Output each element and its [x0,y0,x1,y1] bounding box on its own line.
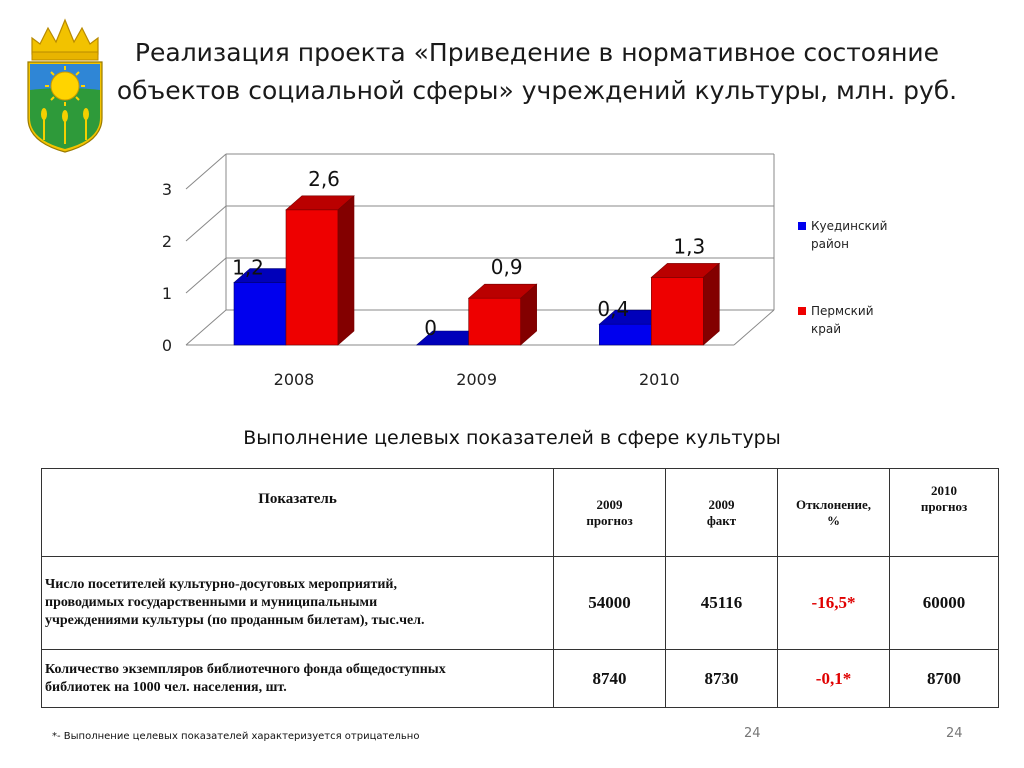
y-tick-label: 2 [162,232,172,251]
bar-front [651,277,704,346]
bar-front [468,297,521,346]
cell-fact-2009: 45116 [665,556,778,650]
x-tick-label: 2008 [274,370,315,389]
y-tick-label: 1 [162,284,172,303]
header-forecast-2009: 2009 прогноз [553,468,666,557]
slide-title: Реализация проекта «Приведение в нормати… [112,34,962,110]
header-indicator: Показатель [41,468,554,557]
bar-side [703,262,720,346]
page-number-right: 24 [946,726,963,741]
page-number-left: 24 [744,726,761,741]
data-label: 0 [424,316,437,340]
legend-swatch [798,307,806,315]
legend-label: край [811,322,841,336]
row-label: Число посетителей культурно-досуговых ме… [41,556,554,650]
bar-front [599,323,652,346]
gridline-side [185,309,227,346]
x-tick-label: 2009 [456,370,497,389]
row-label: Количество экземпляров библиотечного фон… [41,649,554,708]
header-deviation: Отклонение,% [777,468,890,557]
title-line-1: Реализация проекта «Приведение в нормати… [134,38,940,67]
bar-front [233,282,287,346]
legend-swatch [798,222,806,230]
cell-forecast-2009: 8740 [553,649,666,708]
y-tick-label: 0 [162,336,172,355]
bar-front [285,209,339,346]
gridline-side [185,257,227,294]
coat-of-arms-emblem [27,18,103,153]
cell-fact-2009: 8730 [665,649,778,708]
table-row: Число посетителей культурно-досуговых ме… [41,556,999,650]
legend-label: район [811,237,849,251]
cell-deviation: -0,1* [777,649,890,708]
bar-side [337,195,355,346]
table-header-row: Показатель 2009 прогноз 2009 факт Отклонен… [41,468,999,557]
indicators-table: Показатель 2009 прогноз 2009 факт Отклонен… [41,468,999,708]
data-label: 0,4 [597,297,629,321]
cell-forecast-2010: 8700 [889,649,999,708]
data-label: 0,9 [491,255,523,279]
title-line-2: объектов социальной сферы» учреждений ку… [116,76,958,105]
legend-label: Куединский [811,219,887,233]
floor-edge [733,309,775,346]
footnote: *- Выполнение целевых показателей характ… [52,731,420,742]
cell-deviation: -16,5* [777,556,890,650]
y-tick-label: 3 [162,180,172,199]
header-forecast-2010: 2010 прогноз [889,468,999,557]
table-row: Количество экземпляров библиотечного фон… [41,649,999,708]
bar-chart: 0 1 2 3 1,2 2,6 2008 0 0,9 2009 0,4 1,3 2010 Куединск… [162,153,887,389]
data-label: 1,3 [673,234,705,258]
data-label: 2,6 [308,167,340,191]
cell-forecast-2010: 60000 [889,556,999,650]
gridline-side [185,153,227,190]
cell-forecast-2009: 54000 [553,556,666,650]
bar-side [520,283,537,346]
x-tick-label: 2010 [639,370,680,389]
legend-label: Пермский [811,304,874,318]
data-label: 1,2 [232,256,264,280]
header-fact-2009: 2009 факт [665,468,778,557]
table-subtitle: Выполнение целевых показателей в сфере к… [243,427,781,449]
gridline-side [185,205,227,242]
